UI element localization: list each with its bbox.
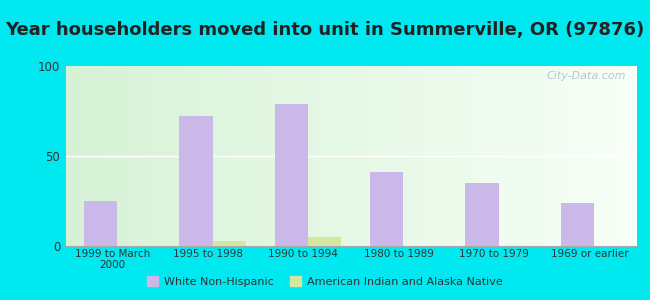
Bar <box>465 183 499 246</box>
Bar <box>84 201 118 246</box>
Bar <box>370 172 404 246</box>
Bar <box>308 237 341 246</box>
Bar <box>275 104 308 246</box>
Legend: White Non-Hispanic, American Indian and Alaska Native: White Non-Hispanic, American Indian and … <box>143 272 507 291</box>
Text: Year householders moved into unit in Summerville, OR (97876): Year householders moved into unit in Sum… <box>5 21 645 39</box>
Bar <box>561 203 594 246</box>
Bar <box>213 241 246 246</box>
Text: City-Data.com: City-Data.com <box>546 71 625 81</box>
Bar <box>179 116 213 246</box>
